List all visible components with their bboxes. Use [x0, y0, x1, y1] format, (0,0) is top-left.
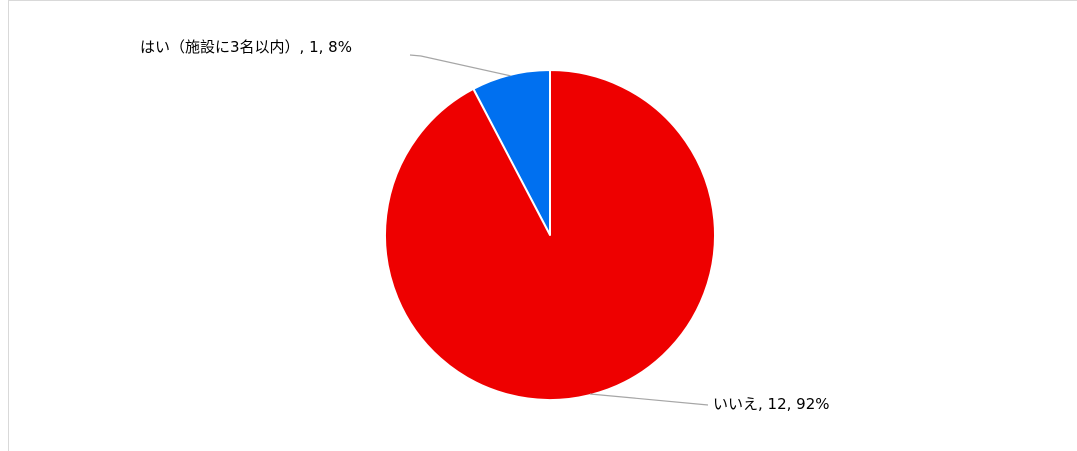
leader-lines [409, 54, 709, 406]
leader-line-iie [589, 393, 709, 406]
data-label-hai: はい（施設に3名以内）, 1, 8% [140, 38, 352, 56]
data-label-iie: いいえ, 12, 92% [713, 395, 830, 413]
pie-slice-iie [384, 69, 716, 401]
pie-slices [384, 69, 716, 401]
leader-line-hai [409, 54, 511, 77]
